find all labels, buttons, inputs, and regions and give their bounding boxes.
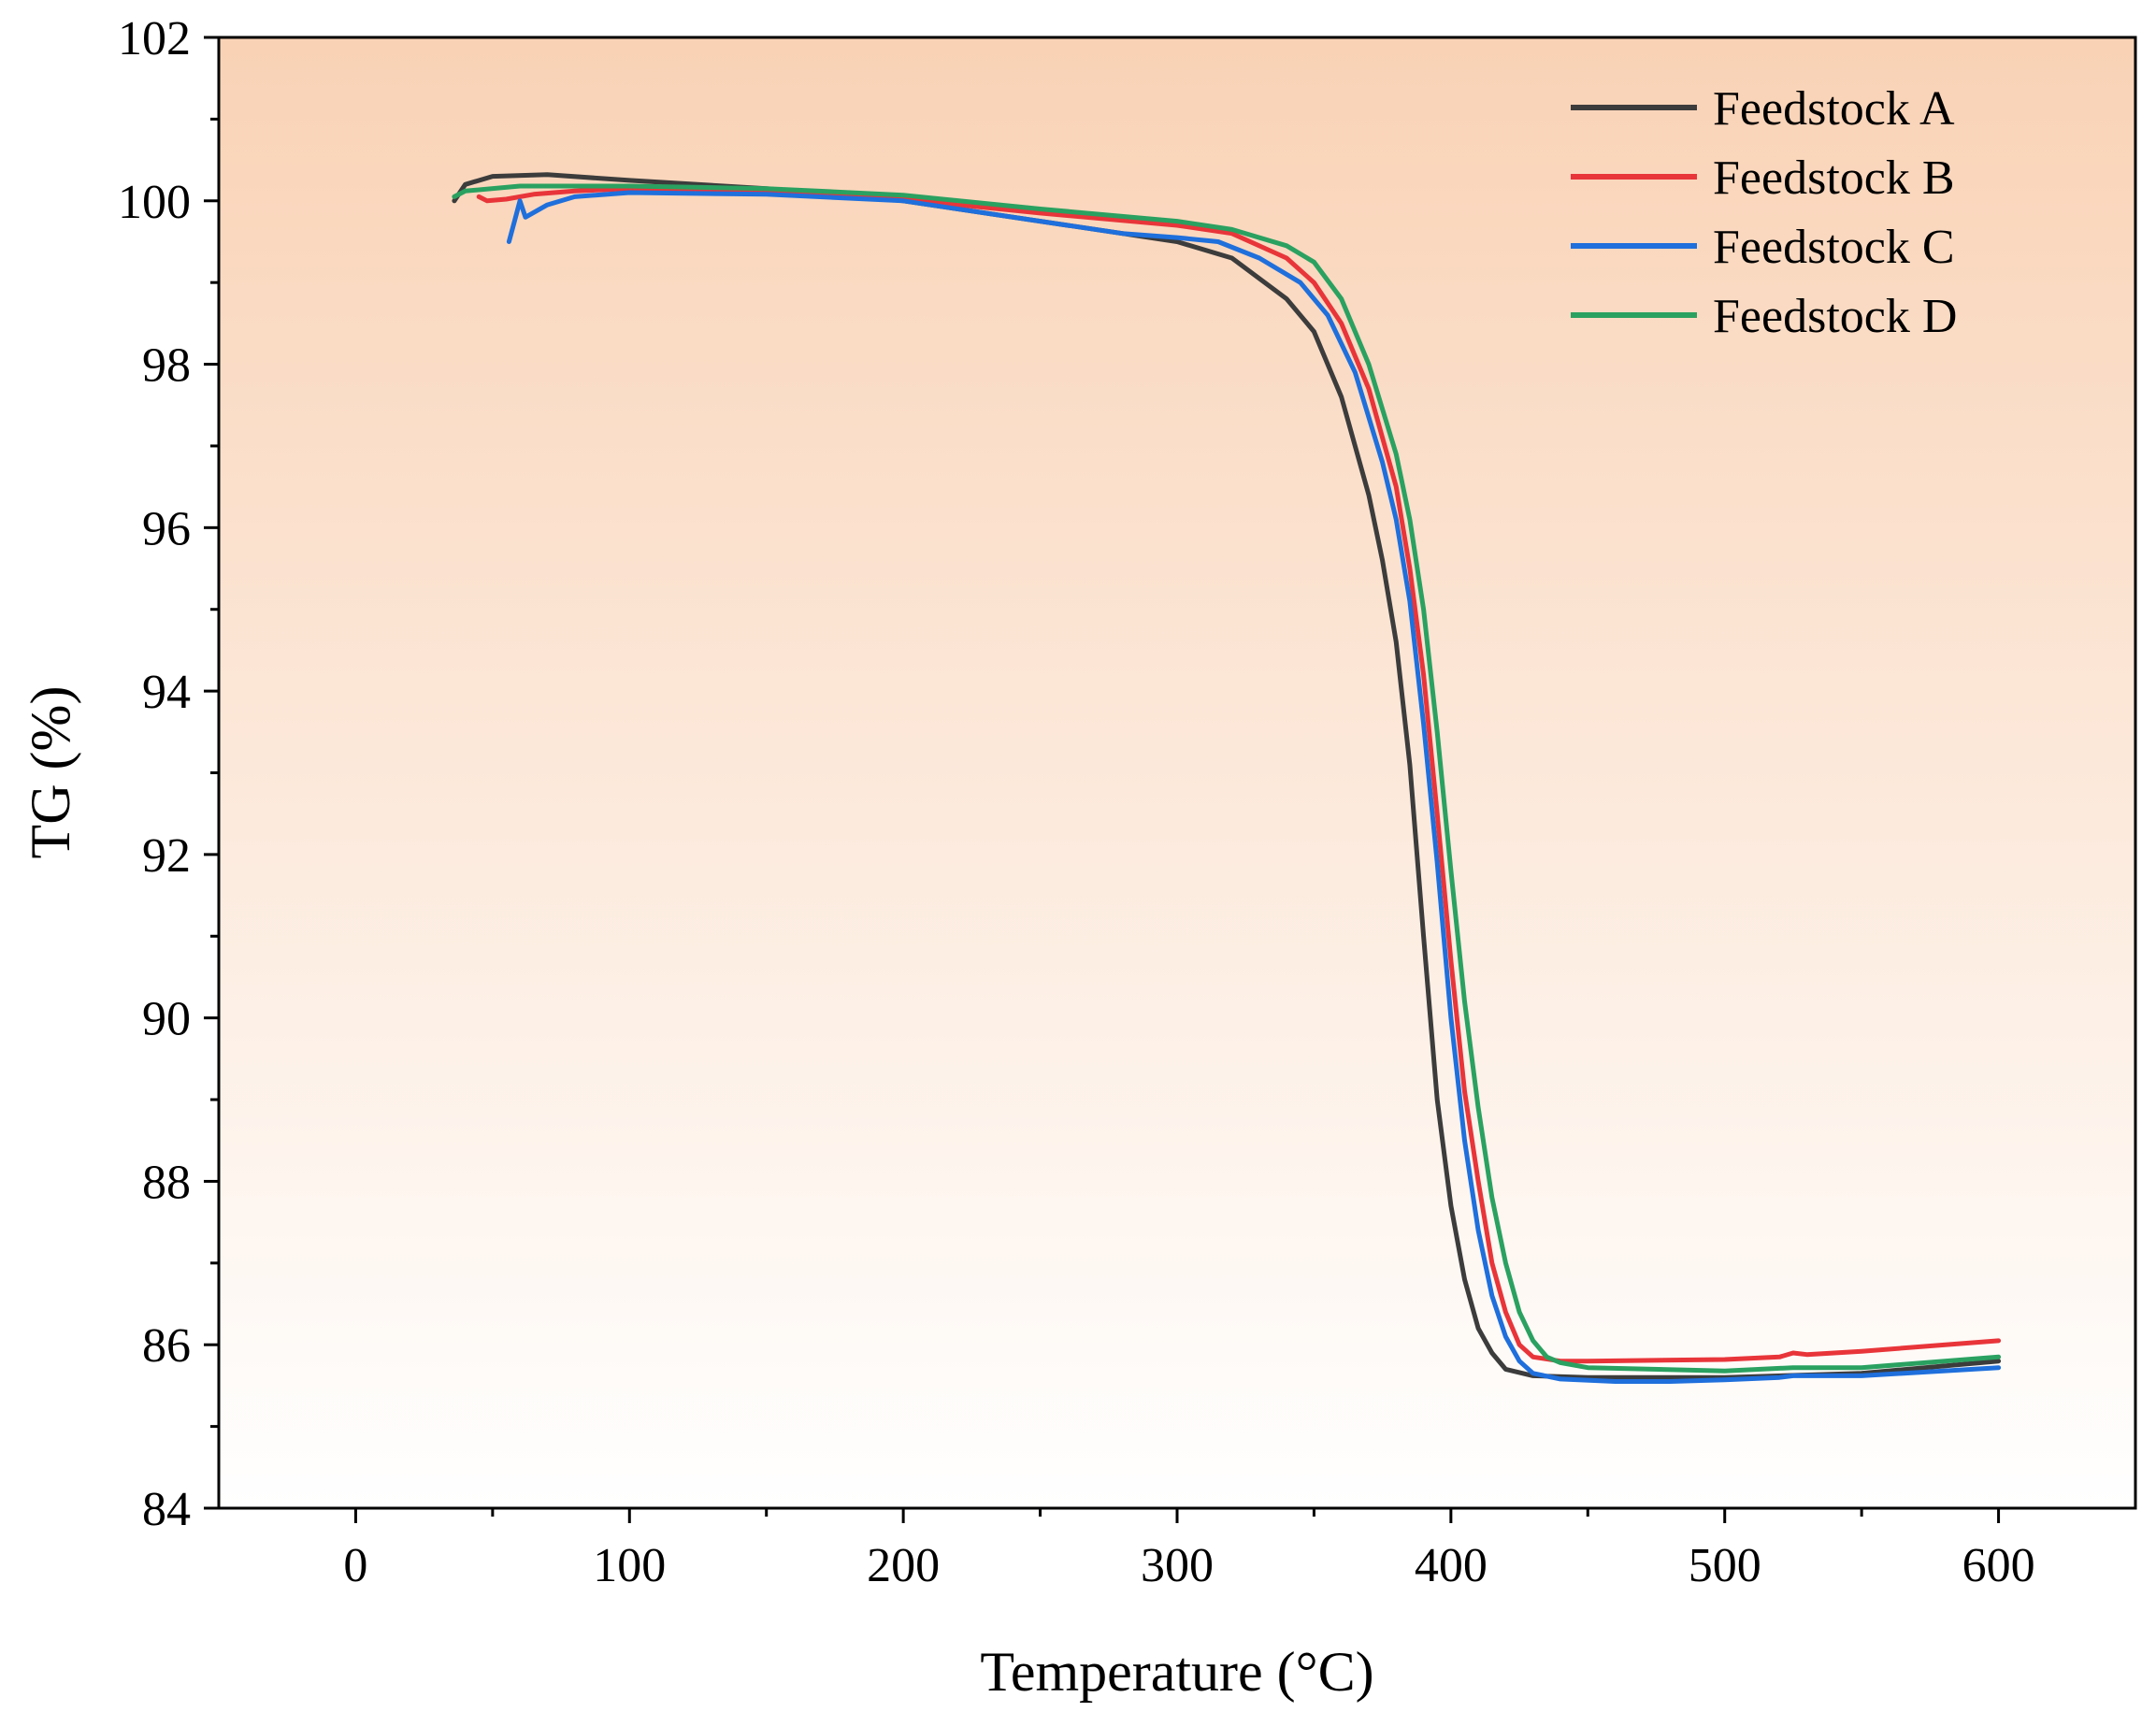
- series-line-2: [476, 186, 2002, 1364]
- x-tick-label: 100: [593, 1539, 666, 1592]
- x-tick-label: 500: [1689, 1539, 1761, 1592]
- legend-label-3: Feedstock C: [1713, 221, 1955, 274]
- y-tick-label: 94: [142, 666, 191, 719]
- y-axis-title: TG (%): [20, 686, 81, 859]
- y-tick-label: 96: [142, 502, 191, 555]
- x-tick-label: 400: [1415, 1539, 1488, 1592]
- y-tick-label: 98: [142, 339, 191, 393]
- series-line-4: [452, 183, 2002, 1374]
- plot-background: [219, 37, 2135, 1508]
- y-tick-label: 88: [142, 1156, 191, 1209]
- y-axis: 84 86 88 90 92 94 96 98 100 102: [118, 12, 219, 1536]
- legend-label-2: Feedstock B: [1713, 151, 1955, 205]
- x-tick-label: 200: [867, 1539, 940, 1592]
- y-tick-label: 90: [142, 993, 191, 1046]
- legend-label-4: Feedstock D: [1713, 290, 1957, 343]
- y-tick-label: 92: [142, 829, 191, 883]
- series-line-3: [506, 190, 2002, 1384]
- y-tick-label: 100: [118, 176, 191, 229]
- x-axis: 0 100 200 300 400 500 600: [343, 1508, 2035, 1592]
- legend-label-1: Feedstock A: [1713, 82, 1955, 136]
- x-axis-title: Temperature (°C): [980, 1641, 1373, 1703]
- y-tick-label: 86: [142, 1319, 191, 1373]
- y-tick-label: 84: [142, 1483, 191, 1536]
- x-tick-label: 0: [343, 1539, 367, 1592]
- x-tick-label: 600: [1962, 1539, 2035, 1592]
- x-tick-label: 300: [1141, 1539, 1214, 1592]
- series-layer: [452, 172, 2002, 1384]
- legend: Feedstock A Feedstock B Feedstock C Feedsto…: [1571, 82, 1957, 343]
- y-tick-label: 102: [118, 12, 191, 65]
